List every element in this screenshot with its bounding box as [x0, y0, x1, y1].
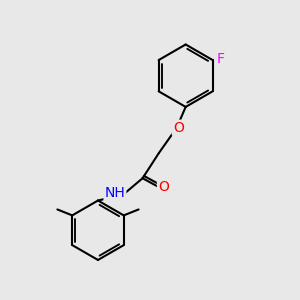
Text: O: O — [173, 121, 184, 135]
Text: NH: NH — [105, 186, 125, 200]
Text: F: F — [217, 52, 225, 67]
Text: O: O — [158, 180, 169, 194]
